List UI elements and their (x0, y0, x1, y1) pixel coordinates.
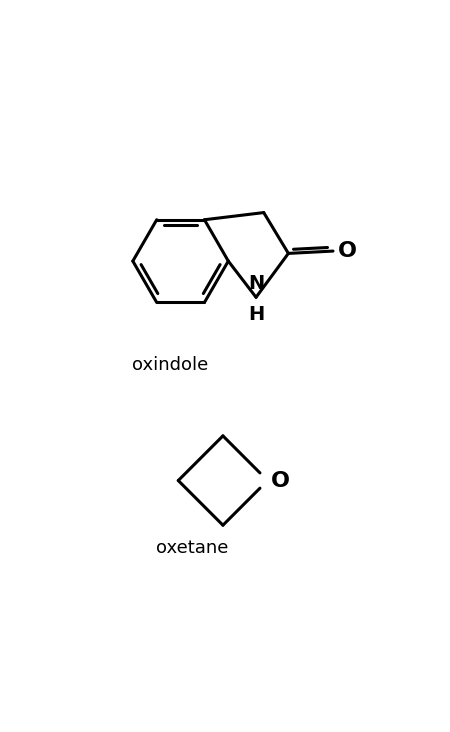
Text: oxetane: oxetane (156, 539, 228, 557)
Text: oxindole: oxindole (132, 356, 209, 374)
Text: H: H (248, 305, 264, 324)
Text: N: N (248, 274, 264, 293)
Text: O: O (270, 471, 289, 490)
Text: O: O (338, 241, 356, 261)
